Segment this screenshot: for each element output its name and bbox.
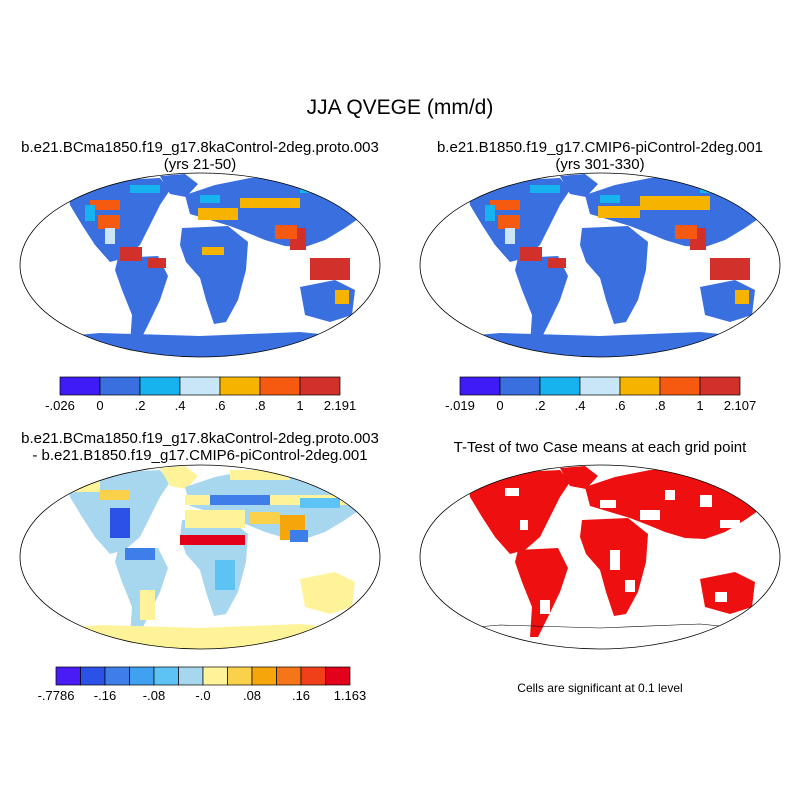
- colorbar-label: 1: [296, 398, 303, 413]
- land-north-america: [468, 470, 570, 554]
- map-bottom-left: [20, 465, 380, 649]
- colorbar-label: -.08: [143, 688, 165, 703]
- colorbar-label: .4: [575, 398, 586, 413]
- colorbar-cell: [139, 376, 181, 396]
- colorbar-label: 0: [96, 398, 103, 413]
- land-australia: [700, 572, 755, 614]
- land-greenland: [560, 174, 598, 197]
- land-africa: [580, 226, 648, 324]
- colorbar-label: 1.163: [334, 688, 367, 703]
- colorbar-label: -.019: [445, 398, 475, 413]
- panel-title-line1: T-Test of two Case means at each grid po…: [454, 439, 747, 456]
- colorbar-label: -.16: [94, 688, 116, 703]
- significance-note: Cells are significant at 0.1 level: [517, 681, 682, 695]
- main-title: JJA QVEGE (mm/d): [307, 96, 494, 119]
- land-greenland: [560, 466, 598, 489]
- panel-title-line1: b.e21.BCma1850.f19_g17.8kaControl-2deg.p…: [21, 430, 379, 447]
- colorbar-cell: [325, 666, 351, 686]
- panel-top-left: b.e21.BCma1850.f19_g17.8kaControl-2deg.p…: [19, 139, 381, 413]
- colorbar-bottom-left: -.7786 -.16 -.08 -.0 .08 .16 1.163: [38, 666, 367, 703]
- panel-title-line2: (yrs 21-50): [164, 156, 237, 173]
- colorbar-label: 1: [696, 398, 703, 413]
- colorbar-cell: [178, 666, 204, 686]
- colorbar-cell: [251, 666, 277, 686]
- panel-bottom-left: b.e21.BCma1850.f19_g17.8kaControl-2deg.p…: [19, 430, 381, 703]
- colorbar-label: .8: [255, 398, 266, 413]
- panel-bottom-right: T-Test of two Case means at each grid po…: [419, 439, 781, 695]
- colorbar-label: 2.107: [724, 398, 757, 413]
- colorbar-cell: [129, 666, 155, 686]
- panel-top-right: b.e21.B1850.f19_g17.CMIP6-piControl-2deg…: [419, 139, 781, 413]
- land-south-america: [515, 548, 568, 637]
- land-south-america: [115, 256, 168, 345]
- colorbar-cell: [659, 376, 701, 396]
- colorbar-label: .2: [535, 398, 546, 413]
- colorbar-label: .6: [615, 398, 626, 413]
- colorbar-top-left: -.026 0 .2 .4 .6 .8 1 2.191: [45, 376, 357, 413]
- colorbar-label: .6: [215, 398, 226, 413]
- land-greenland: [160, 466, 198, 489]
- colorbar-cell: [104, 666, 130, 686]
- colorbar-label: 0: [496, 398, 503, 413]
- colorbar-cell: [276, 666, 302, 686]
- colorbar-cell: [99, 376, 141, 396]
- panel-title-line2: (yrs 301-330): [555, 156, 644, 173]
- colorbar-cell: [539, 376, 581, 396]
- colorbar-label: .08: [243, 688, 261, 703]
- colorbar-cell: [579, 376, 621, 396]
- land-antarctica: [20, 332, 380, 357]
- colorbar-cell: [179, 376, 221, 396]
- colorbar-cell: [699, 376, 741, 396]
- land-south-america: [515, 256, 568, 345]
- map-top-right: [420, 173, 780, 357]
- colorbar-label: .2: [135, 398, 146, 413]
- colorbar-label: .4: [175, 398, 186, 413]
- map-top-left: [20, 173, 380, 357]
- colorbar-cell: [153, 666, 179, 686]
- panel-title-line1: b.e21.BCma1850.f19_g17.8kaControl-2deg.p…: [21, 139, 379, 156]
- colorbar-label: -.026: [45, 398, 75, 413]
- colorbar-cell: [219, 376, 261, 396]
- colorbar-cell: [227, 666, 253, 686]
- colorbar-cell: [299, 376, 341, 396]
- land-australia: [300, 572, 355, 614]
- colorbar-label: .8: [655, 398, 666, 413]
- colorbar-label: -.7786: [38, 688, 75, 703]
- panel-title-line1: b.e21.B1850.f19_g17.CMIP6-piControl-2deg…: [437, 139, 763, 156]
- land-greenland: [160, 174, 198, 197]
- map-bottom-right: [420, 465, 780, 649]
- colorbar-top-right: -.019 0 .2 .4 .6 .8 1 2.107: [445, 376, 757, 413]
- colorbar-cell: [619, 376, 661, 396]
- colorbar-cell: [202, 666, 228, 686]
- panel-title-line2: - b.e21.B1850.f19_g17.CMIP6-piControl-2d…: [32, 447, 367, 464]
- colorbar-cell: [55, 666, 81, 686]
- land-antarctica: [420, 332, 780, 357]
- colorbar-cell: [459, 376, 501, 396]
- colorbar-cell: [59, 376, 101, 396]
- colorbar-label: .16: [292, 688, 310, 703]
- colorbar-label: 2.191: [324, 398, 357, 413]
- land-antarctica: [20, 624, 380, 649]
- land-africa: [180, 226, 248, 324]
- colorbar-cell: [300, 666, 326, 686]
- colorbar-cell: [80, 666, 106, 686]
- colorbar-label: -.0: [195, 688, 210, 703]
- colorbar-cell: [259, 376, 301, 396]
- colorbar-cell: [499, 376, 541, 396]
